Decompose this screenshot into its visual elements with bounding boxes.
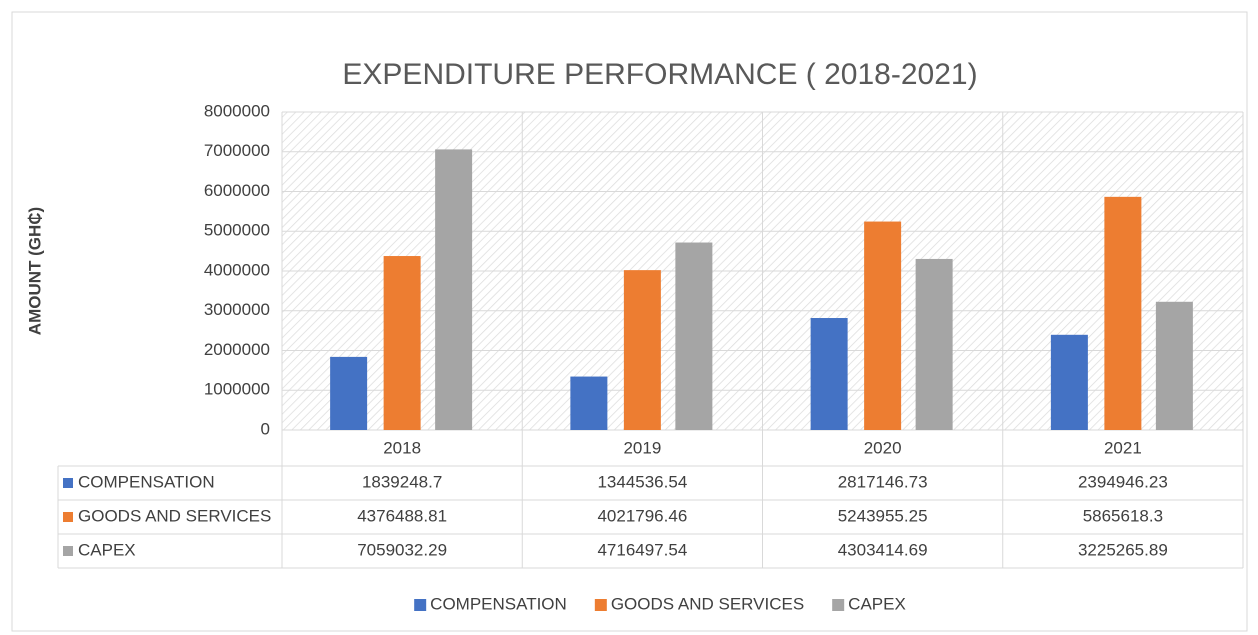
y-tick-label: 7000000 xyxy=(204,141,270,160)
x-tick-label: 2019 xyxy=(623,438,661,457)
y-tick-label: 0 xyxy=(261,419,270,438)
table-cell: 7059032.29 xyxy=(357,540,447,559)
table-legend-key xyxy=(63,512,73,522)
table-cell: 2817146.73 xyxy=(838,472,928,491)
chart-title: EXPENDITURE PERFORMANCE ( 2018-2021) xyxy=(342,58,977,91)
legend-swatch xyxy=(594,599,607,611)
bar xyxy=(330,356,368,430)
table-row-label: COMPENSATION xyxy=(78,472,215,491)
bar xyxy=(1104,196,1142,430)
y-tick-label: 3000000 xyxy=(204,300,270,319)
y-tick-label: 1000000 xyxy=(204,380,270,399)
table-row-label: GOODS AND SERVICES xyxy=(78,506,271,525)
table-cell: 1839248.7 xyxy=(362,472,442,491)
x-tick-label: 2018 xyxy=(383,438,421,457)
table-legend-key xyxy=(63,546,73,556)
table-cell: 4303414.69 xyxy=(838,540,928,559)
table-cell: 2394946.23 xyxy=(1078,472,1168,491)
legend-swatch xyxy=(414,599,427,611)
y-tick-label: 2000000 xyxy=(204,340,270,359)
x-tick-label: 2021 xyxy=(1104,438,1142,457)
table-cell: 1344536.54 xyxy=(597,472,687,491)
legend-label: GOODS AND SERVICES xyxy=(611,594,804,613)
table-cell: 5243955.25 xyxy=(838,506,928,525)
table-legend-key xyxy=(63,478,73,488)
legend-swatch xyxy=(832,599,845,611)
bar xyxy=(864,221,902,430)
legend-label: COMPENSATION xyxy=(430,594,567,613)
table-cell: 4376488.81 xyxy=(357,506,447,525)
bar xyxy=(1155,301,1193,430)
bar xyxy=(570,376,608,430)
table-row-label: CAPEX xyxy=(78,540,136,559)
x-tick-label: 2020 xyxy=(864,438,902,457)
bar xyxy=(1050,334,1088,430)
y-tick-label: 5000000 xyxy=(204,221,270,240)
y-tick-label: 6000000 xyxy=(204,181,270,200)
table-cell: 4021796.46 xyxy=(597,506,687,525)
y-tick-label: 8000000 xyxy=(204,101,270,120)
bar xyxy=(810,318,848,430)
legend-label: CAPEX xyxy=(848,594,906,613)
bar xyxy=(383,256,421,430)
bar xyxy=(915,258,953,430)
table-cell: 3225265.89 xyxy=(1078,540,1168,559)
y-axis-label: AMOUNT (GH₵) xyxy=(25,207,44,335)
table-cell: 5865618.3 xyxy=(1083,506,1163,525)
bar xyxy=(675,242,713,430)
bar xyxy=(435,149,473,430)
table-cell: 4716497.54 xyxy=(597,540,687,559)
bar xyxy=(623,270,661,430)
y-tick-label: 4000000 xyxy=(204,260,270,279)
